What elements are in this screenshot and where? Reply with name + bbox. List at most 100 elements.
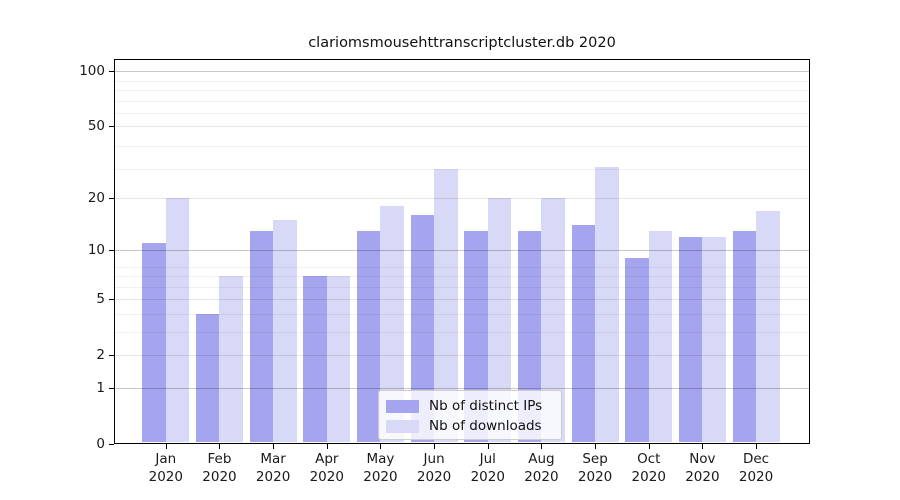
bar-ips-aug <box>517 230 542 442</box>
gridline-2 <box>115 355 809 357</box>
x-tick-mark-dec <box>756 444 758 449</box>
x-tick-label-jan: Jan 2020 <box>134 450 198 486</box>
x-tick-label-aug: Aug 2020 <box>509 450 573 486</box>
gridline-minor <box>115 80 809 82</box>
x-tick-label-dec: Dec 2020 <box>724 450 788 486</box>
x-tick-label-nov: Nov 2020 <box>670 450 734 486</box>
y-tick-mark-100 <box>109 71 114 73</box>
legend: Nb of distinct IPs Nb of downloads <box>378 390 562 440</box>
y-tick-mark-1 <box>109 388 114 389</box>
bar-ips-mar <box>249 230 274 442</box>
gridline-50 <box>115 126 809 128</box>
bar-downloads-nov <box>702 236 726 442</box>
bar-downloads-jul <box>487 198 512 442</box>
gridline-minor <box>115 100 809 102</box>
gridline-minor <box>115 146 809 148</box>
x-tick-year: 2020 <box>416 469 452 485</box>
plot-area <box>114 59 810 444</box>
x-tick-mark-jun <box>434 444 436 449</box>
y-tick-mark-5 <box>109 299 114 301</box>
gridline-minor <box>115 169 809 171</box>
legend-item-downloads: Nb of downloads <box>379 416 561 436</box>
x-tick-mark-oct <box>648 444 650 449</box>
x-tick-year: 2020 <box>685 469 720 485</box>
gridline-100 <box>115 71 809 73</box>
legend-item-distinct-ips: Nb of distinct IPs <box>379 396 561 416</box>
x-tick-year: 2020 <box>148 469 183 485</box>
bar-ips-apr <box>303 276 327 442</box>
gridline-5 <box>115 299 809 301</box>
y-tick-label-5: 5 <box>96 291 105 308</box>
gridline-minor <box>115 286 809 288</box>
x-tick-mark-nov <box>702 444 704 449</box>
x-tick-mark-feb <box>219 444 221 449</box>
x-tick-year: 2020 <box>738 469 774 485</box>
x-tick-year: 2020 <box>202 469 237 485</box>
x-tick-year: 2020 <box>470 469 505 485</box>
bar-ips-dec <box>732 230 757 442</box>
y-tick-mark-0 <box>109 444 114 445</box>
bar-downloads-may <box>380 206 404 442</box>
bar-ips-jun <box>410 215 435 442</box>
gridline-minor <box>115 332 809 334</box>
bar-downloads-dec <box>756 210 780 442</box>
bar-downloads-jun <box>434 169 458 442</box>
bar-downloads-mar <box>273 220 297 442</box>
gridline-minor <box>115 113 809 115</box>
x-tick-label-may: May 2020 <box>348 450 412 486</box>
x-tick-mark-aug <box>541 444 543 449</box>
x-tick-mark-may <box>380 444 382 449</box>
bar-ips-feb <box>195 313 220 442</box>
y-tick-label-1: 1 <box>96 380 105 396</box>
y-tick-label-0: 0 <box>96 436 105 452</box>
y-tick-mark-20 <box>109 198 114 200</box>
bar-ips-oct <box>625 258 649 442</box>
bar-ips-jan <box>142 243 166 442</box>
bar-downloads-feb <box>219 276 243 442</box>
x-tick-label-oct: Oct 2020 <box>617 450 681 486</box>
x-tick-mark-jan <box>165 444 167 449</box>
x-tick-year: 2020 <box>363 469 398 485</box>
y-tick-label-50: 50 <box>87 118 105 135</box>
bar-downloads-jan <box>165 198 190 442</box>
x-tick-year: 2020 <box>255 469 291 485</box>
y-tick-mark-50 <box>109 126 114 128</box>
legend-swatch-downloads <box>386 419 419 433</box>
x-tick-year: 2020 <box>309 469 344 485</box>
legend-swatch-distinct-ips <box>386 399 419 413</box>
gridline-minor <box>115 313 809 315</box>
y-tick-mark-2 <box>109 355 114 357</box>
gridline-minor <box>115 276 809 278</box>
bar-downloads-sep <box>595 166 619 442</box>
gridline-10 <box>115 250 809 252</box>
chart-title: clariomsmousehttranscriptcluster.db 2020 <box>308 35 616 51</box>
legend-label-downloads: Nb of downloads <box>429 418 542 434</box>
x-tick-label-feb: Feb 2020 <box>187 450 251 486</box>
bar-downloads-apr <box>326 276 351 442</box>
x-tick-mark-jul <box>487 444 489 449</box>
x-tick-mark-sep <box>595 444 597 449</box>
gridline-20 <box>115 198 809 200</box>
bar-downloads-aug <box>541 198 565 442</box>
x-tick-year: 2020 <box>631 469 666 485</box>
bar-downloads-oct <box>648 230 673 442</box>
y-tick-label-20: 20 <box>87 190 105 207</box>
y-tick-label-100: 100 <box>79 63 105 80</box>
bar-ips-nov <box>678 236 703 442</box>
x-tick-year: 2020 <box>524 469 559 485</box>
x-tick-mark-mar <box>273 444 275 449</box>
bar-ips-sep <box>571 225 596 442</box>
x-tick-year: 2020 <box>577 469 613 485</box>
bar-ips-jul <box>464 230 488 442</box>
gridline-minor <box>115 266 809 268</box>
y-tick-label-10: 10 <box>87 242 105 259</box>
bar-ips-may <box>356 230 381 442</box>
x-tick-label-apr: Apr 2020 <box>295 450 359 486</box>
gridline-1 <box>115 388 809 389</box>
y-tick-label-2: 2 <box>96 347 105 364</box>
legend-label-distinct-ips: Nb of distinct IPs <box>429 398 543 414</box>
x-tick-mark-apr <box>326 444 328 449</box>
y-tick-mark-10 <box>109 250 114 252</box>
x-tick-label-mar: Mar 2020 <box>241 450 305 486</box>
